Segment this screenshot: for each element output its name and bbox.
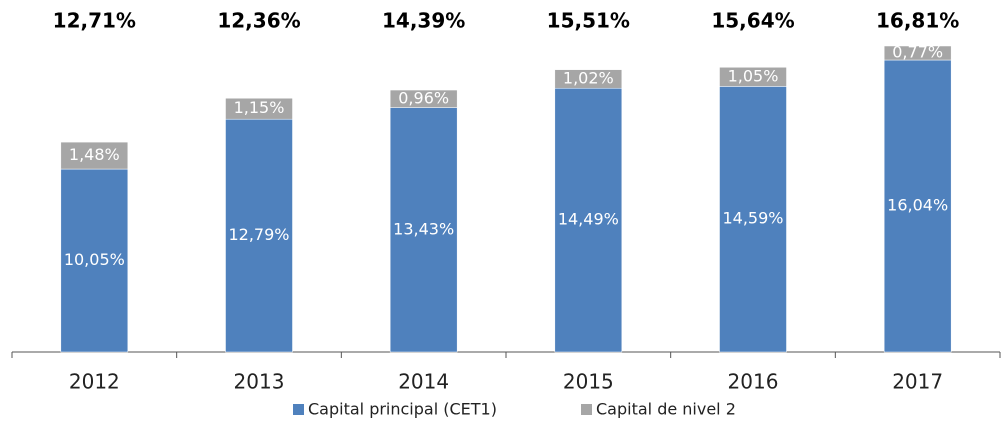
value-label: 0,96% [398, 88, 449, 107]
bar-segment [60, 168, 129, 353]
value-label: 14,59% [722, 209, 783, 228]
bar-segment [719, 86, 787, 353]
bar-segment [60, 141, 129, 170]
total-label: 14,39% [382, 9, 465, 33]
value-label: 12,79% [228, 225, 289, 244]
value-label: 1,02% [563, 68, 614, 87]
bar-segment [554, 87, 623, 353]
x-tick-label: 2016 [728, 370, 779, 394]
x-tick-label: 2012 [69, 370, 120, 394]
bar-segment [225, 118, 293, 353]
value-label: 1,05% [728, 66, 779, 85]
value-label: 10,05% [64, 250, 125, 269]
legend-label: Capital principal (CET1) [308, 400, 497, 419]
value-label: 16,04% [887, 196, 948, 215]
value-label: 13,43% [393, 219, 454, 238]
x-tick-label: 2017 [892, 370, 943, 394]
total-label: 12,36% [217, 9, 300, 33]
value-label: 1,15% [234, 98, 285, 117]
value-label: 14,49% [558, 210, 619, 229]
bar-segment [389, 89, 458, 108]
x-tick-label: 2015 [563, 370, 614, 394]
total-label: 16,81% [876, 9, 959, 33]
x-tick-label: 2014 [398, 370, 449, 394]
bar-segment [883, 59, 952, 353]
legend-swatch [293, 404, 304, 415]
legend-swatch [581, 404, 592, 415]
value-label: 1,48% [69, 145, 120, 164]
bar-segment [225, 97, 293, 120]
x-tick-label: 2013 [234, 370, 285, 394]
total-label: 15,64% [711, 9, 794, 33]
value-label: 0,77% [892, 43, 943, 62]
legend-label: Capital de nivel 2 [596, 400, 736, 419]
total-label: 12,71% [53, 9, 136, 33]
total-label: 15,51% [547, 9, 630, 33]
bar-segment [883, 45, 952, 61]
bar-segment [719, 67, 787, 87]
bar-segment [554, 69, 623, 89]
bar-segment [389, 107, 458, 353]
